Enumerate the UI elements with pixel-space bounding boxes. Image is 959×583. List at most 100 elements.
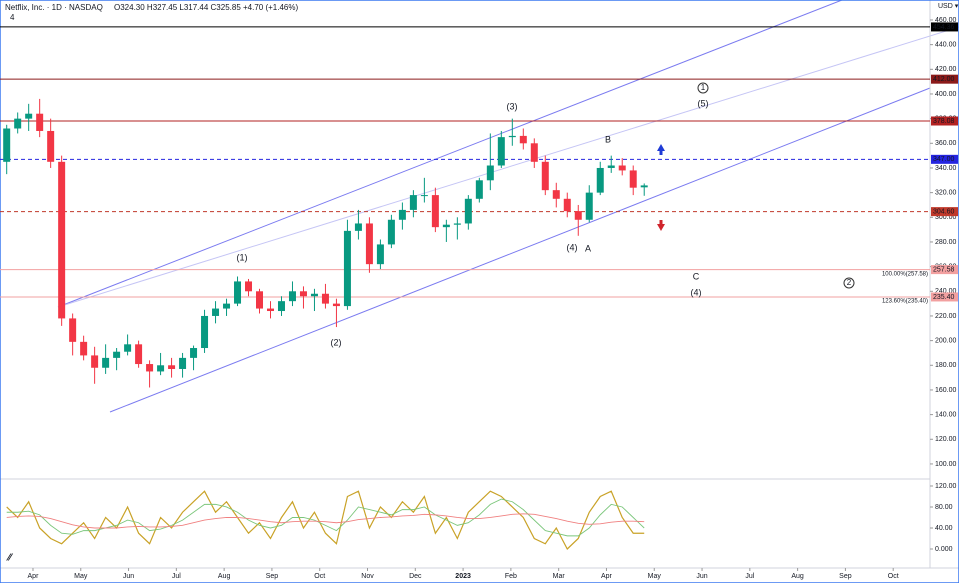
annotation: C xyxy=(693,271,700,281)
candle-body xyxy=(453,223,461,225)
x-tick-label: Mar xyxy=(553,573,566,580)
osc-tick-label: 40.00 xyxy=(935,525,953,532)
candle-body xyxy=(80,341,88,356)
x-tick-label: May xyxy=(648,573,662,580)
candle-body xyxy=(552,190,560,199)
candle-body xyxy=(409,195,417,210)
y-tick-label: 100.00 xyxy=(935,461,957,468)
candle-body xyxy=(497,137,505,166)
candle-body xyxy=(519,135,527,144)
y-tick-label: 400.00 xyxy=(935,91,957,98)
candle-body xyxy=(310,293,318,297)
x-tick-label: Sep xyxy=(266,573,279,580)
candle-body xyxy=(398,209,406,220)
candle-body xyxy=(288,291,296,302)
candle-body xyxy=(201,315,209,349)
currency[interactable]: USD ▾ xyxy=(938,3,959,10)
candle-body xyxy=(508,135,516,138)
y-tick-label: 300.00 xyxy=(935,214,957,221)
level-label: 454.36 xyxy=(933,24,955,31)
osc-line xyxy=(6,513,645,529)
candle-body xyxy=(563,198,571,212)
osc-tick-label: 80.00 xyxy=(935,504,953,511)
annotation: (4) xyxy=(691,287,702,297)
candle-body xyxy=(47,130,55,162)
x-tick-label: Aug xyxy=(218,573,231,580)
candle-body xyxy=(223,303,231,309)
candle-body xyxy=(256,291,264,309)
x-tick-label: May xyxy=(74,573,88,580)
candle-body xyxy=(376,244,384,265)
annotation: 1 xyxy=(701,83,706,92)
y-tick-label: 340.00 xyxy=(935,165,957,172)
candle-body xyxy=(299,291,307,297)
candle-body xyxy=(234,281,242,304)
candle-body xyxy=(58,161,66,319)
level-badge xyxy=(931,265,958,275)
x-tick-label: Nov xyxy=(361,573,374,580)
candle-body xyxy=(640,185,648,188)
wave-circle xyxy=(697,82,709,94)
level-label: 412.00 xyxy=(933,76,955,83)
candle-body xyxy=(36,113,44,131)
annotation: B xyxy=(605,134,611,144)
candle-body xyxy=(69,318,77,342)
annotation: (4) xyxy=(567,242,578,252)
osc-tick-label: 120.00 xyxy=(935,483,957,490)
candle-body xyxy=(14,118,22,129)
annotation: (3) xyxy=(507,101,518,111)
candle-body xyxy=(431,195,439,228)
candle-body xyxy=(277,301,285,312)
candle-body xyxy=(212,308,220,316)
candle-body xyxy=(168,365,176,369)
candle-body xyxy=(530,143,538,162)
osc-line xyxy=(6,498,645,537)
x-tick-label: 2023 xyxy=(455,573,471,580)
y-tick-label: 240.00 xyxy=(935,288,957,295)
candle-body xyxy=(179,357,187,369)
wave-circle xyxy=(843,277,855,289)
y-tick-label: 460.00 xyxy=(935,17,957,24)
y-tick-label: 440.00 xyxy=(935,41,957,48)
arrow-down xyxy=(657,220,665,231)
candle-body xyxy=(146,364,154,372)
candle-body xyxy=(585,192,593,220)
x-tick-label: Feb xyxy=(505,573,517,580)
x-tick-label: Apr xyxy=(28,573,40,580)
candle-body xyxy=(245,281,253,292)
channel-middle xyxy=(57,26,959,308)
candle-body xyxy=(486,165,494,181)
candle-body xyxy=(343,230,351,307)
candle-body xyxy=(25,113,33,119)
x-tick-label: Sep xyxy=(839,573,852,580)
level-badge xyxy=(931,292,958,302)
y-tick-label: 120.00 xyxy=(935,436,957,443)
channel-lower xyxy=(109,87,931,413)
symbol: Netflix, Inc. · 1D · NASDAQ xyxy=(5,3,103,12)
annotation: 123.60%(235.40) xyxy=(882,299,928,305)
candle-body xyxy=(442,224,450,228)
level-badge xyxy=(931,74,958,84)
y-tick-label: 140.00 xyxy=(935,411,957,418)
candle-body xyxy=(135,344,143,365)
x-tick-label: Apr xyxy=(601,573,613,580)
candle-body xyxy=(113,351,121,358)
logo: ⁄⁄ xyxy=(6,553,14,564)
level-badge xyxy=(931,154,958,164)
candle-body xyxy=(321,293,329,304)
annotation: (5) xyxy=(698,98,709,108)
x-tick-label: Oct xyxy=(888,573,899,580)
y-tick-label: 420.00 xyxy=(935,66,957,73)
y-tick-label: 360.00 xyxy=(935,140,957,147)
candle-body xyxy=(574,211,582,220)
candle-body xyxy=(618,165,626,171)
x-tick-label: Aug xyxy=(791,573,804,580)
indicator-count: 4 xyxy=(10,13,15,22)
level-label: 304.60 xyxy=(933,208,955,215)
x-tick-label: Jul xyxy=(745,573,754,580)
candle-body xyxy=(541,161,549,191)
x-tick-label: Dec xyxy=(409,573,422,580)
candle-body xyxy=(607,165,615,168)
candle-body xyxy=(387,219,395,245)
